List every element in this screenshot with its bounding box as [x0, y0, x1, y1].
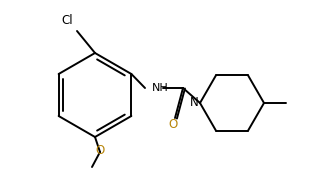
Text: N: N — [190, 96, 199, 109]
Text: NH: NH — [152, 83, 169, 93]
Text: O: O — [168, 118, 178, 132]
Text: Cl: Cl — [61, 15, 73, 27]
Text: O: O — [95, 144, 105, 158]
